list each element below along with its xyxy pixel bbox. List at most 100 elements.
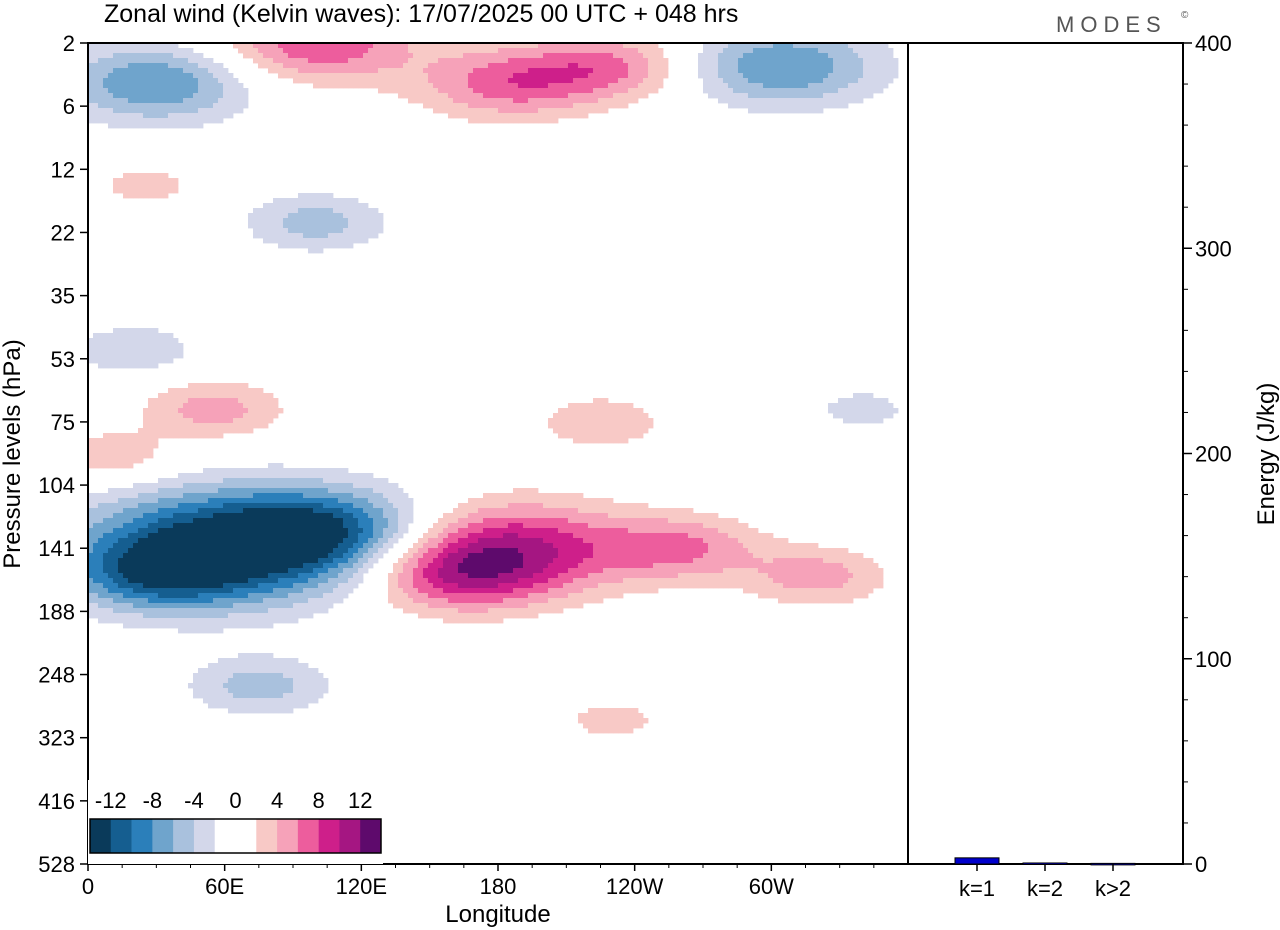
heatmap-cell	[478, 543, 484, 549]
heatmap-cell	[303, 663, 309, 669]
heatmap-cell	[173, 68, 179, 74]
heatmap-cell	[238, 473, 244, 479]
heatmap-cell	[153, 493, 159, 499]
heatmap-cell	[88, 508, 94, 514]
heatmap-cell	[548, 523, 554, 529]
heatmap-cell	[203, 693, 209, 699]
heatmap-cell	[253, 518, 259, 524]
heatmap-cell	[303, 68, 309, 74]
heatmap-cell	[443, 98, 449, 104]
heatmap-cell	[453, 523, 459, 529]
heatmap-cell	[353, 558, 359, 564]
heatmap-cell	[283, 583, 289, 589]
heatmap-cell	[338, 73, 344, 79]
heatmap-cell	[528, 568, 534, 574]
heatmap-cell	[258, 588, 264, 594]
heatmap-cell	[313, 233, 319, 239]
heatmap-cell	[198, 588, 204, 594]
heatmap-cell	[308, 53, 314, 59]
heatmap-cell	[368, 503, 374, 509]
heatmap-cell	[198, 523, 204, 529]
heatmap-cell	[363, 488, 369, 494]
heatmap-cell	[423, 568, 429, 574]
heatmap-cell	[293, 198, 299, 204]
heatmap-cell	[373, 48, 379, 54]
heatmap-cell	[488, 103, 494, 109]
heatmap-cell	[443, 608, 449, 614]
heatmap-cell	[143, 503, 149, 509]
heatmap-cell	[143, 68, 149, 74]
heatmap-cell	[228, 403, 234, 409]
heatmap-cell	[298, 603, 304, 609]
heatmap-cell	[483, 498, 489, 504]
heatmap-cell	[283, 698, 289, 704]
heatmap-cell	[383, 533, 389, 539]
heatmap-cell	[168, 353, 174, 359]
heatmap-cell	[218, 423, 224, 429]
heatmap-cell	[88, 593, 94, 599]
heatmap-cell	[188, 548, 194, 554]
heatmap-cell	[318, 573, 324, 579]
heatmap-cell	[313, 698, 319, 704]
heatmap-cell	[413, 588, 419, 594]
heatmap-cell	[358, 73, 364, 79]
heatmap-cell	[118, 178, 124, 184]
heatmap-cell	[88, 533, 94, 539]
heatmap-cell	[418, 573, 424, 579]
heatmap-cell	[298, 73, 304, 79]
heatmap-cell	[428, 88, 434, 94]
heatmap-cell	[563, 553, 569, 559]
heatmap-cell	[433, 563, 439, 569]
heatmap-cell	[268, 478, 274, 484]
heatmap-cell	[328, 43, 334, 49]
heatmap-cell	[488, 93, 494, 99]
heatmap-cell	[543, 98, 549, 104]
heatmap-cell	[253, 48, 259, 54]
heatmap-cell	[168, 583, 174, 589]
heatmap-cell	[223, 528, 229, 534]
heatmap-cell	[233, 473, 239, 479]
heatmap-cell	[558, 73, 564, 79]
heatmap-cell	[283, 518, 289, 524]
heatmap-cell	[388, 533, 394, 539]
heatmap-cell	[198, 573, 204, 579]
heatmap-cell	[528, 588, 534, 594]
heatmap-cell	[93, 73, 99, 79]
heatmap-cell	[323, 588, 329, 594]
heatmap-cell	[293, 213, 299, 219]
heatmap-cell	[518, 108, 524, 114]
heatmap-cell	[233, 383, 239, 389]
heatmap-cell	[323, 523, 329, 529]
heatmap-cell	[328, 58, 334, 64]
heatmap-cell	[158, 538, 164, 544]
heatmap-cell	[328, 238, 334, 244]
heatmap-cell	[558, 533, 564, 539]
heatmap-cell	[588, 103, 594, 109]
heatmap-cell	[118, 523, 124, 529]
heatmap-cell	[548, 508, 554, 514]
heatmap-cell	[498, 548, 504, 554]
heatmap-cell	[353, 523, 359, 529]
heatmap-cell	[453, 68, 459, 74]
heatmap-cell	[443, 108, 449, 114]
heatmap-cell	[253, 43, 259, 49]
heatmap-cell	[313, 248, 319, 254]
heatmap-cell	[123, 328, 129, 334]
heatmap-cell	[333, 63, 339, 69]
heatmap-cell	[263, 593, 269, 599]
heatmap-cell	[283, 668, 289, 674]
heatmap-cell	[483, 93, 489, 99]
heatmap-cell	[498, 578, 504, 584]
heatmap-cell	[363, 553, 369, 559]
heatmap-cell	[303, 198, 309, 204]
heatmap-cell	[278, 58, 284, 64]
heatmap-cell	[148, 348, 154, 354]
heatmap-cell	[123, 508, 129, 514]
heatmap-cell	[553, 48, 559, 54]
heatmap-cell	[298, 513, 304, 519]
heatmap-cell	[388, 523, 394, 529]
heatmap-cell	[463, 43, 469, 49]
heatmap-cell	[288, 508, 294, 514]
heatmap-cell	[443, 48, 449, 54]
heatmap-cell	[388, 538, 394, 544]
